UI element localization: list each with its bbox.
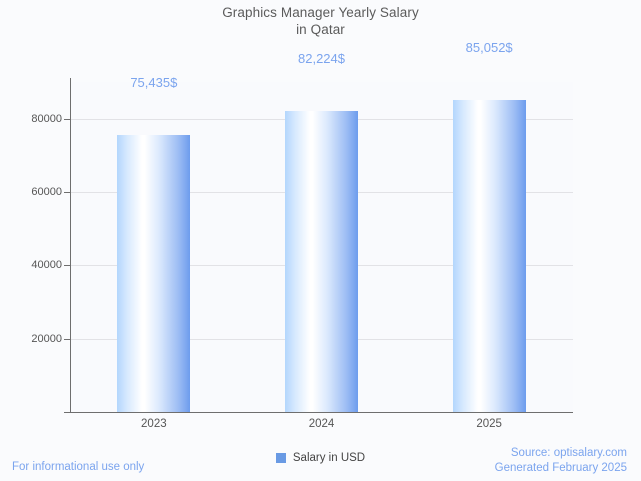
footer-source: Source: optisalary.com xyxy=(510,447,627,459)
y-axis-tick-mark xyxy=(64,265,70,267)
legend-item-label: Salary in USD xyxy=(292,452,366,464)
chart-title-line-2: in Qatar xyxy=(296,22,345,37)
y-axis-tick-mark xyxy=(64,338,70,340)
footer-source-block: Source: optisalary.com Generated Februar… xyxy=(495,446,627,476)
y-axis-labels: 20000 40000 60000 80000 xyxy=(0,0,62,481)
chart-legend: Salary in USD xyxy=(0,452,641,464)
y-axis-tick-label: 40000 xyxy=(31,259,62,272)
y-axis-tick-label: 80000 xyxy=(31,112,62,125)
y-axis-line xyxy=(70,78,71,412)
chart-title-line-1: Graphics Manager Yearly Salary xyxy=(222,5,419,20)
y-axis-tick-label: 60000 xyxy=(31,186,62,198)
plot-area xyxy=(70,82,573,412)
chart-title: Graphics Manager Yearly Salary in Qatar xyxy=(0,4,641,38)
bar-value-label-2025: 85,052$ xyxy=(465,40,513,56)
legend-swatch-icon xyxy=(275,453,286,463)
x-axis-tick-label-2023: 2023 xyxy=(141,418,167,430)
bar-2023[interactable] xyxy=(117,135,191,412)
footer-generated: Generated February 2025 xyxy=(494,462,627,474)
y-axis-tick-mark xyxy=(64,192,70,193)
bar-value-label-2024: 82,224$ xyxy=(298,50,345,66)
x-axis-line xyxy=(64,412,573,413)
bar-2024[interactable] xyxy=(285,110,358,412)
bar-value-label-2023: 75,435$ xyxy=(130,75,178,91)
bar-2025[interactable] xyxy=(452,100,526,412)
y-axis-tick-mark xyxy=(64,118,70,120)
x-axis-tick-label-2024: 2024 xyxy=(308,418,335,430)
footer-disclaimer: For informational use only xyxy=(12,461,145,473)
y-axis-tick-label: 20000 xyxy=(31,332,62,345)
x-axis-tick-label-2025: 2025 xyxy=(476,418,502,430)
